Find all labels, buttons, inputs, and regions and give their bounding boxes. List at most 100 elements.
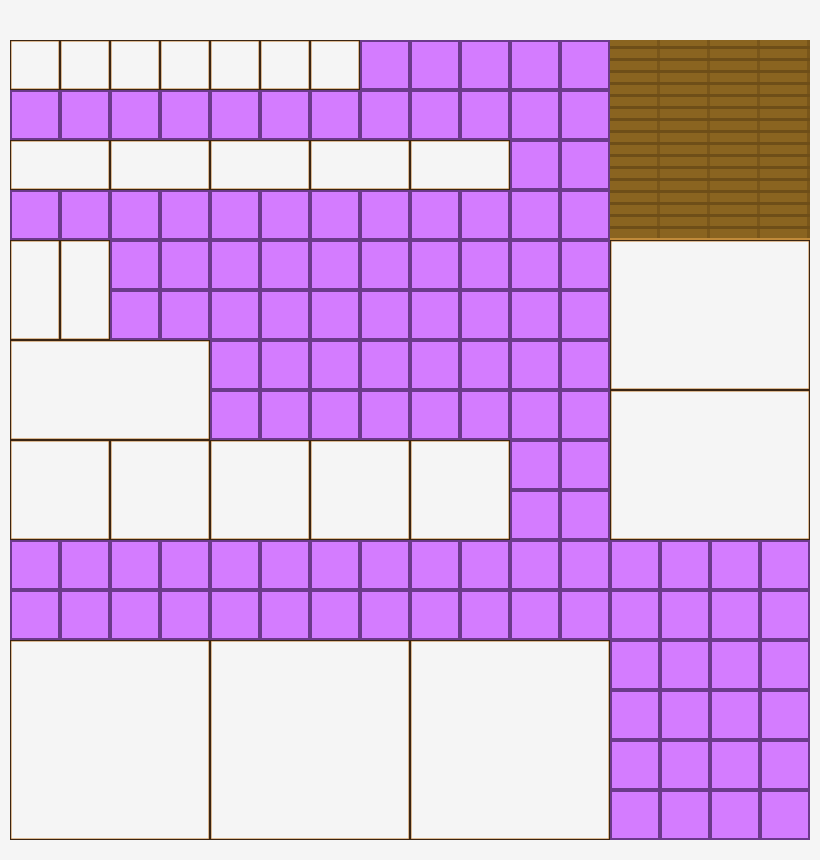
- purple-placeholder-tile: [260, 540, 310, 590]
- purple-placeholder-tile: [510, 140, 560, 190]
- purple-placeholder-tile: [460, 90, 510, 140]
- purple-placeholder-tile: [510, 540, 560, 590]
- purple-placeholder-tile: [360, 590, 410, 640]
- purple-placeholder-tile: [260, 340, 310, 390]
- purple-placeholder-tile: [210, 590, 260, 640]
- purple-placeholder-tile: [510, 340, 560, 390]
- purple-placeholder-tile: [760, 690, 810, 740]
- empty-slot: [60, 40, 110, 90]
- empty-slot: [410, 440, 510, 540]
- purple-placeholder-tile: [260, 590, 310, 640]
- purple-placeholder-tile: [460, 190, 510, 240]
- purple-placeholder-tile: [510, 190, 560, 240]
- empty-slot: [10, 40, 60, 90]
- purple-placeholder-tile: [560, 540, 610, 590]
- purple-placeholder-tile: [560, 490, 610, 540]
- purple-placeholder-tile: [710, 740, 760, 790]
- purple-placeholder-tile: [710, 540, 760, 590]
- purple-placeholder-tile: [110, 290, 160, 340]
- purple-placeholder-tile: [760, 540, 810, 590]
- purple-placeholder-tile: [160, 290, 210, 340]
- purple-placeholder-tile: [360, 390, 410, 440]
- purple-placeholder-tile: [460, 590, 510, 640]
- purple-placeholder-tile: [310, 290, 360, 340]
- empty-slot: [10, 340, 210, 440]
- purple-placeholder-tile: [410, 290, 460, 340]
- empty-slot: [310, 40, 360, 90]
- purple-placeholder-tile: [760, 590, 810, 640]
- purple-placeholder-tile: [210, 540, 260, 590]
- purple-placeholder-tile: [560, 440, 610, 490]
- purple-placeholder-tile: [410, 390, 460, 440]
- purple-placeholder-tile: [560, 240, 610, 290]
- empty-slot: [110, 140, 210, 190]
- purple-placeholder-tile: [410, 540, 460, 590]
- purple-placeholder-tile: [710, 590, 760, 640]
- empty-slot: [310, 140, 410, 190]
- purple-placeholder-tile: [760, 740, 810, 790]
- purple-placeholder-tile: [260, 90, 310, 140]
- purple-placeholder-tile: [160, 540, 210, 590]
- purple-placeholder-tile: [560, 290, 610, 340]
- purple-placeholder-tile: [10, 90, 60, 140]
- purple-placeholder-tile: [660, 540, 710, 590]
- purple-placeholder-tile: [210, 90, 260, 140]
- purple-placeholder-tile: [610, 690, 660, 740]
- purple-placeholder-tile: [360, 340, 410, 390]
- purple-placeholder-tile: [110, 90, 160, 140]
- purple-placeholder-tile: [610, 590, 660, 640]
- purple-placeholder-tile: [560, 140, 610, 190]
- empty-slot: [210, 40, 260, 90]
- purple-placeholder-tile: [310, 340, 360, 390]
- purple-placeholder-tile: [260, 290, 310, 340]
- purple-placeholder-tile: [10, 190, 60, 240]
- purple-placeholder-tile: [460, 340, 510, 390]
- purple-placeholder-tile: [310, 540, 360, 590]
- purple-placeholder-tile: [210, 290, 260, 340]
- purple-placeholder-tile: [210, 390, 260, 440]
- purple-placeholder-tile: [110, 240, 160, 290]
- wood-plank-tile: [610, 40, 810, 240]
- purple-placeholder-tile: [410, 340, 460, 390]
- purple-placeholder-tile: [560, 40, 610, 90]
- purple-placeholder-tile: [360, 290, 410, 340]
- purple-placeholder-tile: [510, 590, 560, 640]
- purple-placeholder-tile: [310, 190, 360, 240]
- empty-slot: [160, 40, 210, 90]
- purple-placeholder-tile: [210, 190, 260, 240]
- empty-slot: [60, 240, 110, 340]
- purple-placeholder-tile: [510, 90, 560, 140]
- purple-placeholder-tile: [410, 240, 460, 290]
- purple-placeholder-tile: [310, 390, 360, 440]
- empty-slot: [10, 440, 110, 540]
- purple-placeholder-tile: [260, 390, 310, 440]
- purple-placeholder-tile: [160, 190, 210, 240]
- purple-placeholder-tile: [360, 540, 410, 590]
- purple-placeholder-tile: [260, 190, 310, 240]
- purple-placeholder-tile: [660, 790, 710, 840]
- purple-placeholder-tile: [110, 540, 160, 590]
- purple-placeholder-tile: [710, 790, 760, 840]
- empty-slot: [110, 440, 210, 540]
- purple-placeholder-tile: [560, 340, 610, 390]
- purple-placeholder-tile: [360, 40, 410, 90]
- purple-placeholder-tile: [710, 690, 760, 740]
- purple-placeholder-tile: [160, 590, 210, 640]
- purple-placeholder-tile: [360, 240, 410, 290]
- purple-placeholder-tile: [660, 640, 710, 690]
- empty-slot: [10, 140, 110, 190]
- purple-placeholder-tile: [660, 590, 710, 640]
- purple-placeholder-tile: [310, 90, 360, 140]
- empty-slot: [410, 640, 610, 840]
- purple-placeholder-tile: [210, 240, 260, 290]
- purple-placeholder-tile: [410, 590, 460, 640]
- texture-atlas: [10, 40, 810, 840]
- empty-slot: [210, 140, 310, 190]
- purple-placeholder-tile: [710, 640, 760, 690]
- purple-placeholder-tile: [510, 290, 560, 340]
- purple-placeholder-tile: [510, 490, 560, 540]
- purple-placeholder-tile: [560, 190, 610, 240]
- purple-placeholder-tile: [360, 90, 410, 140]
- purple-placeholder-tile: [410, 90, 460, 140]
- purple-placeholder-tile: [660, 690, 710, 740]
